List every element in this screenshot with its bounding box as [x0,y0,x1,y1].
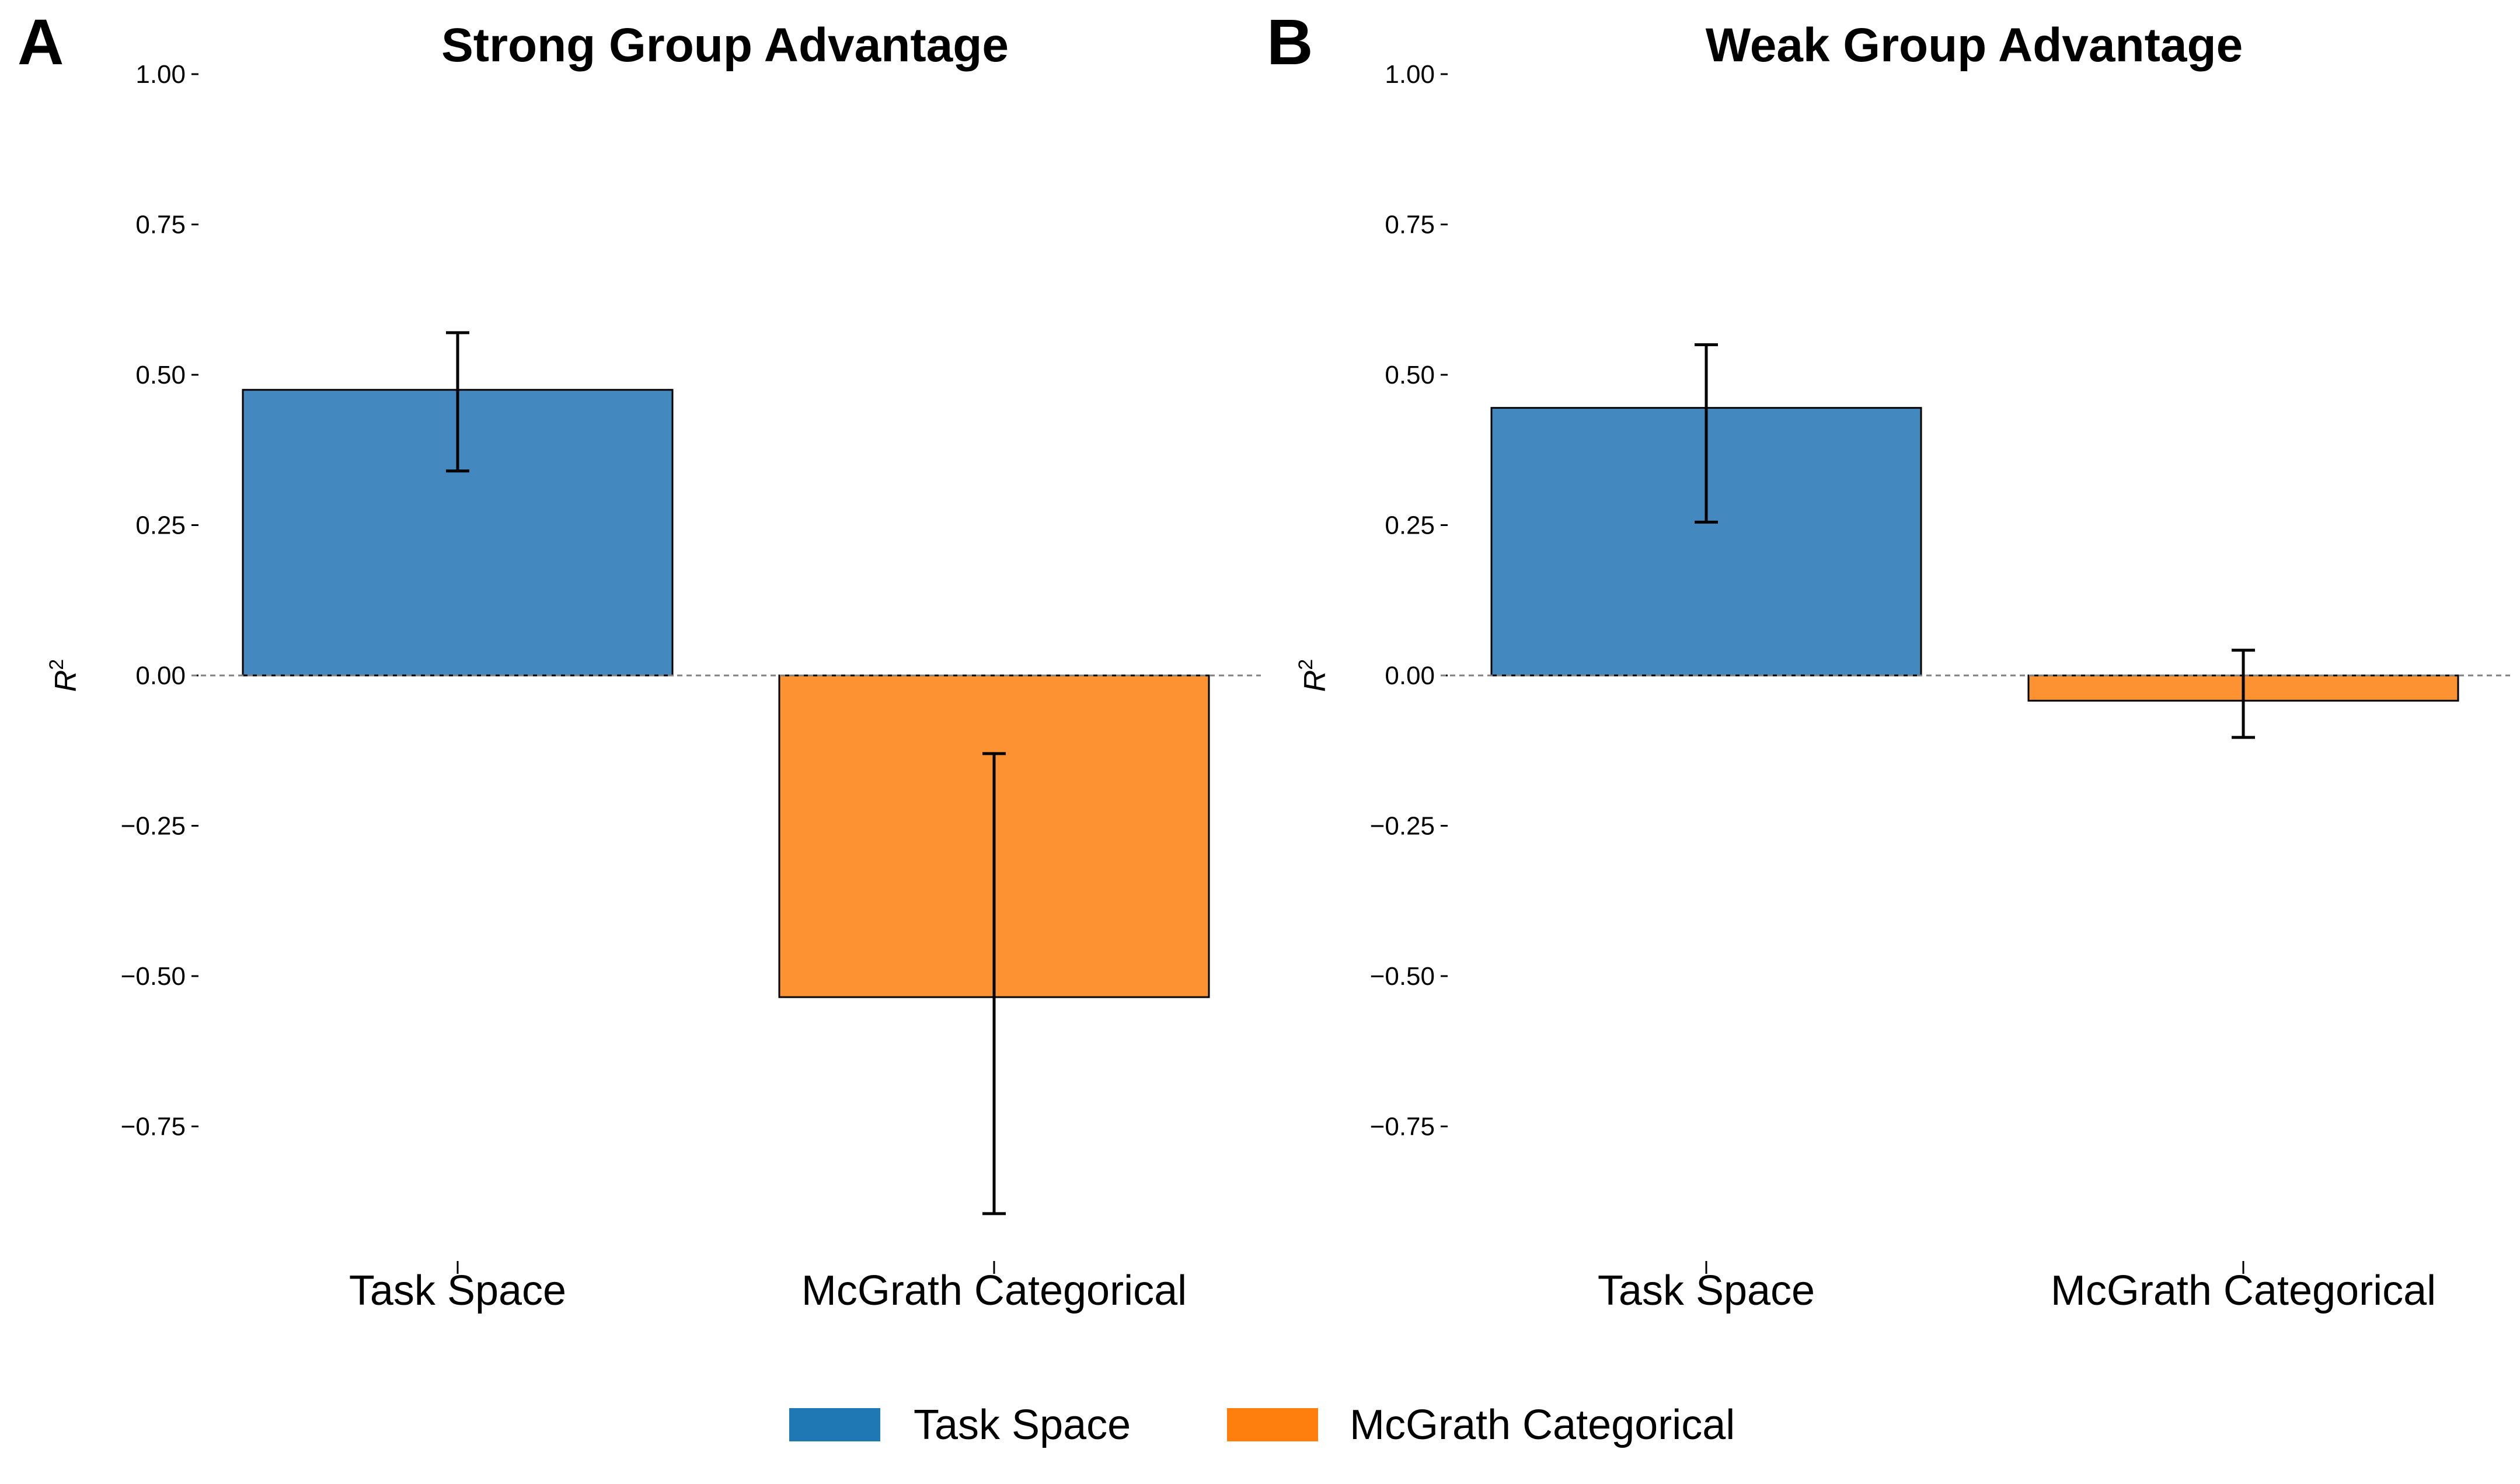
ytick-label-b: −0.50 [1370,962,1435,991]
ytick-label-b: 1.00 [1385,60,1435,89]
ytick-label-a: 1.00 [135,60,186,89]
ytick-label-a: 0.75 [135,211,186,239]
ytick-label-b: −0.25 [1370,812,1435,841]
ytick-label-b: 0.25 [1385,511,1435,540]
ytick-label-b: 0.00 [1385,661,1435,690]
ytick-label-a: −0.25 [121,812,186,841]
panel-title-b: Weak Group Advantage [1706,19,2243,72]
panel-a: A Strong Group Advantage 1.00 0.75 0.50 0.25 0… [18,6,1261,1314]
xtick-label-mcgrath-categorical-b: McGrath Categorical [2051,1267,2436,1314]
y-axis-label-a: R2 [46,659,83,692]
panel-b: B Weak Group Advantage 1.00 0.75 0.50 0.25 0.0… [1267,6,2510,1314]
legend-label-mcgrath-categorical: McGrath Categorical [1350,1402,1735,1448]
xtick-label-task-space-b: Task Space [1598,1267,1815,1314]
xtick-label-task-space-a: Task Space [349,1267,566,1314]
ytick-label-a: −0.75 [121,1113,186,1141]
legend-swatch-task-space [789,1408,880,1441]
xtick-label-mcgrath-categorical-a: McGrath Categorical [801,1267,1187,1314]
ytick-label-b: −0.75 [1370,1113,1435,1141]
panel-title-a: Strong Group Advantage [441,19,1009,72]
ytick-label-a: −0.50 [121,962,186,991]
ytick-label-a: 0.50 [135,361,186,389]
legend: Task Space McGrath Categorical [789,1402,1735,1448]
legend-label-task-space: Task Space [914,1402,1131,1448]
ytick-label-a: 0.00 [135,661,186,690]
legend-swatch-mcgrath-categorical [1227,1408,1318,1441]
ytick-label-b: 0.50 [1385,361,1435,389]
panel-letter-a: A [18,6,64,78]
y-axis-label-b: R2 [1295,659,1332,692]
ytick-label-b: 0.75 [1385,211,1435,239]
ytick-label-a: 0.25 [135,511,186,540]
panel-letter-b: B [1267,6,1313,78]
